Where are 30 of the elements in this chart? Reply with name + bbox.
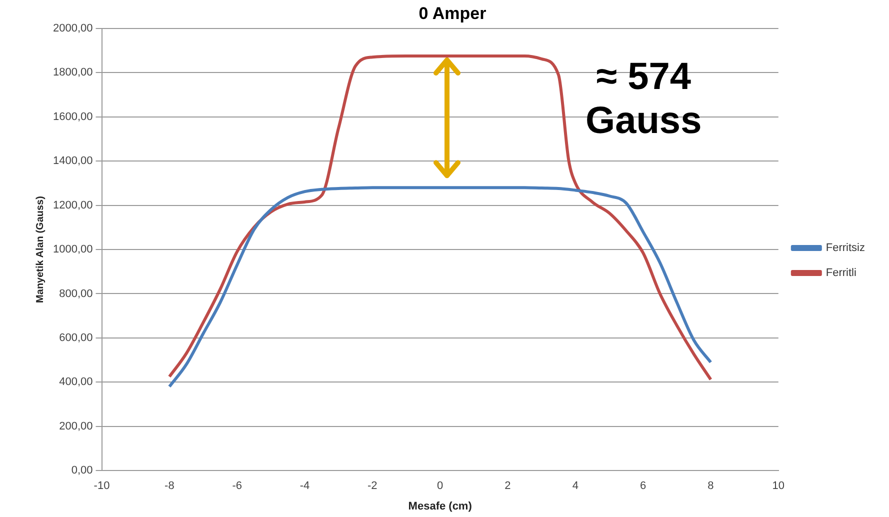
y-tick-label: 2000,00 [52, 22, 93, 34]
x-tick-label: 2 [504, 480, 511, 492]
y-tick-label: 600,00 [59, 332, 93, 344]
x-tick-label: -6 [232, 480, 242, 492]
y-tick-label: 1200,00 [52, 199, 93, 212]
annotation: ≈ 574 Gauss [584, 54, 703, 143]
y-tick-label: 0,00 [71, 464, 93, 477]
y-tick-label: 800,00 [59, 288, 93, 300]
y-tick-label: 1800,00 [52, 66, 93, 79]
x-tick-label: 0 [437, 480, 444, 492]
y-tick-label: 1400,00 [52, 155, 93, 168]
x-tick-label: 10 [772, 480, 785, 492]
x-tick-label: -8 [164, 480, 174, 492]
line-series [168, 54, 712, 382]
x-tick-label: -2 [368, 480, 378, 492]
y-tick-label: 1600,00 [52, 110, 93, 123]
legend-label: Ferritli [826, 267, 856, 280]
y-tick-label: 200,00 [59, 420, 93, 432]
y-tick-label: 400,00 [59, 376, 93, 388]
legend-label: Ferritsiz [826, 242, 865, 254]
y-axis-title: Manyetik Alan (Gauss) [34, 196, 46, 303]
x-tick-label: 6 [640, 480, 646, 492]
chart-title: 0 Amper [418, 4, 487, 23]
line-series [168, 186, 712, 388]
x-tick-label: 8 [708, 480, 714, 492]
x-axis-title: Mesafe (cm) [408, 500, 472, 512]
x-tick-label: -10 [94, 480, 110, 492]
x-tick-label: 4 [572, 480, 578, 492]
y-tick-label: 1000,00 [52, 244, 93, 256]
x-tick-label: -4 [300, 480, 310, 492]
